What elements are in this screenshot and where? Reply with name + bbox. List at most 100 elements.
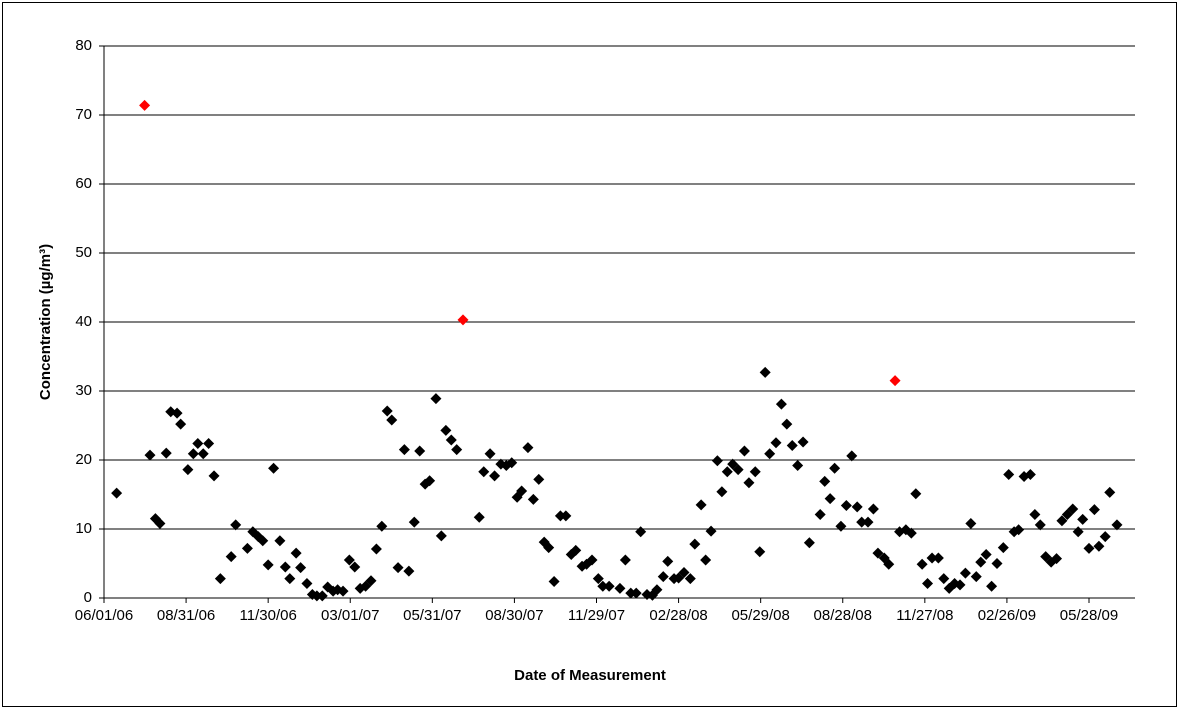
- data-point: [527, 493, 539, 505]
- data-point: [301, 578, 313, 590]
- x-tick-label: 02/26/09: [978, 607, 1036, 624]
- data-point: [1111, 519, 1123, 531]
- data-point: [700, 554, 712, 566]
- data-point: [1072, 526, 1084, 538]
- data-point: [398, 444, 410, 456]
- data-point: [797, 436, 809, 448]
- x-tick-label: 11/30/06: [240, 607, 297, 624]
- y-tick-label: 10: [75, 520, 92, 537]
- data-point: [349, 561, 361, 573]
- data-point: [775, 398, 787, 410]
- data-point: [851, 501, 863, 513]
- data-point: [484, 448, 496, 460]
- y-tick-label: 40: [75, 313, 92, 330]
- data-point: [295, 562, 307, 574]
- data-point: [819, 475, 831, 487]
- data-point: [695, 499, 707, 511]
- y-tick-label: 20: [75, 451, 92, 468]
- data-point: [770, 437, 782, 449]
- data-point: [543, 542, 555, 554]
- data-point: [651, 584, 663, 596]
- data-point: [862, 516, 874, 528]
- data-point: [337, 585, 349, 597]
- x-tick-label: 11/29/07: [568, 607, 625, 624]
- data-point: [316, 590, 328, 602]
- data-point: [835, 520, 847, 532]
- data-point: [922, 578, 934, 590]
- data-point: [630, 587, 642, 599]
- data-point: [1104, 486, 1116, 498]
- data-point: [290, 547, 302, 559]
- data-point: [1024, 468, 1036, 480]
- data-point: [268, 462, 280, 474]
- data-point: [905, 527, 917, 539]
- data-point: [560, 510, 572, 522]
- x-tick-label: 05/31/07: [403, 607, 461, 624]
- data-point: [711, 455, 723, 467]
- data-point: [139, 99, 151, 111]
- data-point: [203, 437, 215, 449]
- data-point: [1093, 540, 1105, 552]
- data-point: [916, 558, 928, 570]
- data-point: [473, 511, 485, 523]
- data-point: [732, 464, 744, 476]
- data-point: [764, 448, 776, 460]
- data-point: [932, 552, 944, 564]
- data-point: [965, 517, 977, 529]
- data-point: [910, 488, 922, 500]
- data-point: [657, 571, 669, 583]
- data-point: [262, 559, 274, 571]
- data-point: [225, 551, 237, 563]
- data-point: [786, 440, 798, 452]
- data-point: [705, 525, 717, 537]
- data-point: [279, 561, 291, 573]
- data-point: [506, 457, 518, 469]
- data-point: [1099, 531, 1111, 543]
- x-tick-label: 08/30/07: [485, 607, 543, 624]
- data-point: [759, 366, 771, 378]
- y-tick-label: 70: [75, 106, 92, 123]
- data-point: [959, 567, 971, 579]
- x-tick-label: 06/01/06: [75, 607, 133, 624]
- data-point: [247, 526, 259, 538]
- data-point: [171, 407, 183, 419]
- x-tick-label: 05/28/09: [1060, 607, 1118, 624]
- data-point: [430, 393, 442, 405]
- data-point: [570, 544, 582, 556]
- data-point: [533, 473, 545, 485]
- data-point: [926, 552, 938, 564]
- data-point: [883, 558, 895, 570]
- data-point: [1003, 468, 1015, 480]
- data-point: [445, 434, 457, 446]
- data-point: [684, 573, 696, 585]
- data-point: [424, 475, 436, 487]
- data-point: [754, 546, 766, 558]
- data-point: [1077, 513, 1089, 525]
- data-point: [208, 470, 220, 482]
- data-point: [516, 485, 528, 497]
- data-point: [678, 566, 690, 578]
- data-point: [824, 493, 836, 505]
- data-point: [154, 517, 166, 529]
- data-point: [175, 418, 187, 430]
- data-point: [856, 516, 868, 528]
- data-point: [1029, 509, 1041, 521]
- data-point: [1013, 524, 1025, 536]
- y-tick-label: 30: [75, 382, 92, 399]
- data-point: [662, 555, 674, 567]
- data-point: [241, 542, 253, 554]
- data-point: [954, 579, 966, 591]
- data-point: [1034, 519, 1046, 531]
- data-point: [716, 486, 728, 498]
- data-point: [522, 442, 534, 454]
- data-point: [392, 562, 404, 574]
- data-point: [274, 535, 286, 547]
- x-tick-label: 05/29/08: [731, 607, 789, 624]
- data-point: [376, 520, 388, 532]
- data-point: [814, 509, 826, 521]
- data-point: [408, 516, 420, 528]
- data-point: [370, 543, 382, 555]
- data-point: [343, 554, 355, 566]
